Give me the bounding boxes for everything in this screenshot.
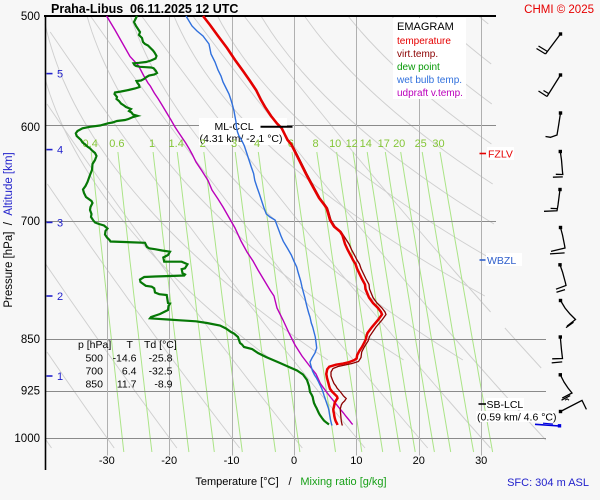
svg-text:-10: -10 (224, 455, 240, 467)
svg-text:20: 20 (393, 138, 405, 150)
svg-text:T: T (127, 339, 134, 351)
svg-text:virt.temp.: virt.temp. (397, 49, 438, 60)
svg-text:Praha-Libus: Praha-Libus (51, 2, 123, 16)
svg-text:850: 850 (85, 379, 103, 391)
svg-text:-32.5: -32.5 (149, 366, 173, 378)
svg-text:3: 3 (231, 138, 237, 150)
svg-text:-20: -20 (161, 455, 177, 467)
svg-text:14: 14 (360, 138, 372, 150)
svg-text:-25.8: -25.8 (149, 353, 173, 365)
svg-text:/: / (288, 476, 292, 488)
svg-text:dew point: dew point (397, 62, 440, 73)
svg-text:1000: 1000 (14, 433, 40, 445)
svg-text:0: 0 (291, 455, 297, 467)
svg-text:-30: -30 (99, 455, 115, 467)
svg-text:ML-CCL: ML-CCL (214, 121, 253, 133)
svg-text:temperature: temperature (397, 36, 451, 47)
svg-text:6.4: 6.4 (122, 366, 137, 378)
svg-text:-14.6: -14.6 (113, 353, 137, 365)
svg-text:12: 12 (346, 138, 358, 150)
svg-text:0.6: 0.6 (109, 138, 124, 150)
svg-text:8: 8 (312, 138, 318, 150)
svg-text:30: 30 (432, 138, 444, 150)
svg-text:600: 600 (21, 122, 40, 134)
svg-text:p [hPa]: p [hPa] (78, 339, 111, 351)
svg-text:20: 20 (413, 455, 425, 467)
svg-text:4: 4 (57, 145, 63, 157)
svg-text:25: 25 (415, 138, 427, 150)
svg-text:700: 700 (21, 216, 40, 228)
svg-text:10: 10 (329, 138, 341, 150)
svg-text:CHMI © 2025: CHMI © 2025 (524, 4, 594, 16)
svg-text:10: 10 (350, 455, 362, 467)
svg-text:Temperature [°C]: Temperature [°C] (195, 476, 278, 488)
svg-text:1: 1 (149, 138, 155, 150)
svg-text:SB-LCL: SB-LCL (487, 399, 524, 411)
svg-text:FZLV: FZLV (488, 149, 513, 161)
svg-text:(0.59 km/ 4.6 °C): (0.59 km/ 4.6 °C) (477, 412, 556, 424)
svg-text:wet bulb temp.: wet bulb temp. (396, 75, 462, 86)
svg-text:30: 30 (475, 455, 487, 467)
svg-text:1.4: 1.4 (169, 138, 184, 150)
svg-text:Td [°C]: Td [°C] (144, 339, 177, 351)
svg-text:SFC: 304 m ASL: SFC: 304 m ASL (507, 477, 589, 489)
svg-text:EMAGRAM: EMAGRAM (397, 21, 454, 33)
svg-text:06.11.2025 12 UTC: 06.11.2025 12 UTC (130, 2, 238, 16)
svg-text:2: 2 (57, 291, 63, 303)
svg-text:500: 500 (85, 353, 103, 365)
svg-text:850: 850 (21, 334, 40, 346)
svg-text:WBZL: WBZL (487, 255, 516, 267)
svg-text:4: 4 (254, 138, 260, 150)
svg-text:3: 3 (57, 217, 63, 229)
svg-text:-8.9: -8.9 (154, 379, 172, 391)
svg-text:2: 2 (200, 138, 206, 150)
svg-text:Pressure [hPa] / Altitude [k: Pressure [hPa] / Altitude [km] (3, 152, 15, 307)
svg-text:925: 925 (21, 385, 40, 397)
svg-text:5: 5 (57, 69, 63, 81)
svg-text:1: 1 (57, 371, 63, 383)
svg-text:500: 500 (21, 11, 40, 23)
svg-text:Mixing ratio [g/kg]: Mixing ratio [g/kg] (300, 476, 386, 488)
svg-text:17: 17 (378, 138, 390, 150)
svg-text:udpraft v.temp.: udpraft v.temp. (397, 88, 463, 99)
svg-text:11.7: 11.7 (117, 379, 137, 391)
svg-text:700: 700 (85, 366, 103, 378)
